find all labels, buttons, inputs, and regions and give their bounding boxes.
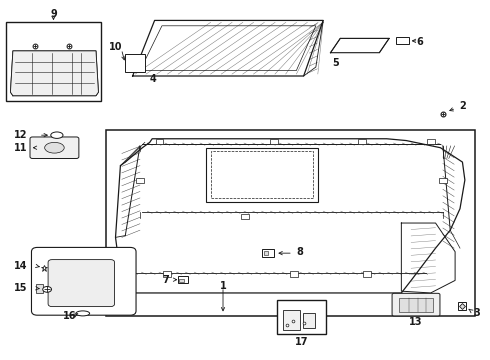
Bar bbox=[439, 178, 447, 183]
Bar bbox=[179, 279, 184, 282]
Bar bbox=[277, 300, 326, 334]
Bar bbox=[262, 249, 274, 257]
Text: 17: 17 bbox=[294, 337, 308, 347]
Text: 9: 9 bbox=[50, 9, 57, 19]
Text: 5: 5 bbox=[332, 58, 339, 68]
Text: 13: 13 bbox=[409, 318, 423, 327]
Bar bbox=[241, 214, 249, 219]
Bar bbox=[106, 130, 475, 316]
Bar bbox=[290, 271, 298, 277]
Bar bbox=[177, 276, 188, 283]
FancyBboxPatch shape bbox=[31, 247, 136, 315]
Bar bbox=[358, 139, 366, 144]
Bar bbox=[125, 54, 145, 72]
Text: 4: 4 bbox=[150, 74, 156, 84]
Ellipse shape bbox=[43, 287, 51, 292]
FancyBboxPatch shape bbox=[48, 260, 115, 307]
Bar bbox=[303, 314, 315, 328]
Text: 15: 15 bbox=[14, 283, 27, 293]
Bar bbox=[270, 139, 278, 144]
Bar bbox=[5, 22, 101, 101]
Bar bbox=[283, 310, 300, 330]
Text: 6: 6 bbox=[416, 37, 423, 47]
Ellipse shape bbox=[76, 311, 90, 316]
Text: 11: 11 bbox=[14, 143, 27, 153]
Bar bbox=[427, 139, 435, 144]
Bar bbox=[396, 37, 409, 44]
Text: 7: 7 bbox=[163, 275, 169, 285]
Bar bbox=[136, 178, 144, 183]
Bar bbox=[156, 139, 163, 144]
Bar bbox=[36, 284, 43, 293]
Bar bbox=[206, 148, 318, 202]
FancyBboxPatch shape bbox=[30, 137, 79, 158]
Bar bbox=[363, 271, 371, 277]
Text: 2: 2 bbox=[459, 102, 466, 112]
Text: 10: 10 bbox=[109, 42, 122, 52]
Text: 12: 12 bbox=[14, 130, 27, 140]
Text: 3: 3 bbox=[474, 308, 480, 318]
Ellipse shape bbox=[45, 142, 64, 153]
Bar bbox=[458, 302, 466, 310]
Bar bbox=[211, 151, 314, 198]
Ellipse shape bbox=[51, 132, 63, 138]
Text: 8: 8 bbox=[296, 247, 303, 257]
Polygon shape bbox=[10, 51, 98, 96]
Text: 1: 1 bbox=[220, 281, 226, 291]
Text: 14: 14 bbox=[14, 261, 27, 271]
Bar bbox=[163, 271, 171, 277]
Bar bbox=[399, 298, 433, 312]
Bar bbox=[264, 251, 269, 255]
FancyBboxPatch shape bbox=[392, 293, 440, 316]
Text: 16: 16 bbox=[63, 311, 76, 320]
